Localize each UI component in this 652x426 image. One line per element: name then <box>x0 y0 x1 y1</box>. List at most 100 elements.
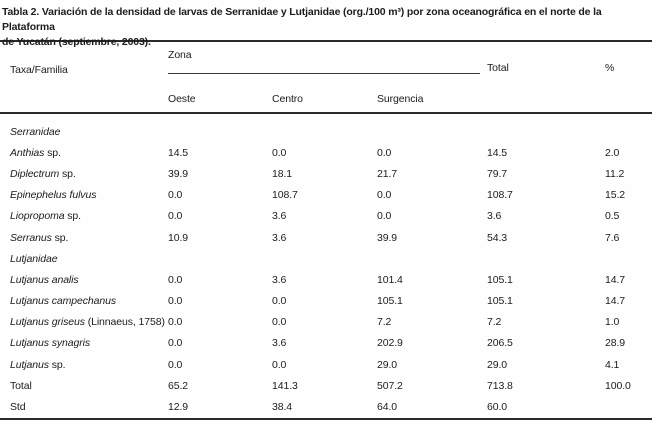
table-row: Liopropoma sp. 0.0 3.6 0.0 3.6 0.5 <box>0 206 652 227</box>
cell-taxa: Total <box>0 380 168 392</box>
cell-surgencia: 0.0 <box>377 210 392 223</box>
cell-oeste: 0.0 <box>168 316 183 329</box>
taxa-name-italic: Lutjanus <box>10 358 49 371</box>
cell-surgencia: 21.7 <box>377 167 398 180</box>
cell-oeste: 12.9 <box>168 401 189 414</box>
taxa-name-plain: sp. <box>64 210 81 223</box>
cell-oeste: 0.0 <box>168 210 183 223</box>
top-rule <box>0 40 652 42</box>
cell-centro: 18.1 <box>272 167 293 180</box>
cell-total: 105.1 <box>487 273 513 286</box>
table-row: Lutjanus analis 0.0 3.6 101.4 105.1 14.7 <box>0 269 652 290</box>
zona-group-underline <box>168 73 480 74</box>
cell-percent: 2.0 <box>605 146 620 159</box>
cell-oeste: 0.0 <box>168 189 183 202</box>
cell-taxa: Std <box>0 401 168 413</box>
cell-percent: 14.7 <box>605 295 626 308</box>
cell-taxa: Lutjanus synagris <box>0 337 168 349</box>
cell-taxa: Lutjanus analis <box>0 274 168 286</box>
cell-centro: 108.7 <box>272 189 298 202</box>
table-row: Epinephelus fulvus 0.0 108.7 0.0 108.7 1… <box>0 185 652 206</box>
cell-percent: 15.2 <box>605 189 626 202</box>
cell-surgencia: 39.9 <box>377 231 398 244</box>
table-row: Lutjanus griseus (Linnaeus, 1758) 0.0 0.… <box>0 312 652 333</box>
taxa-name-plain: sp. <box>59 167 76 180</box>
table-row: Lutjanus sp. 0.0 0.0 29.0 29.0 4.1 <box>0 354 652 375</box>
cell-taxa: Serranidae <box>0 126 168 138</box>
cell-total: 713.8 <box>487 379 513 392</box>
cell-surgencia: 0.0 <box>377 189 392 202</box>
cell-surgencia: 29.0 <box>377 358 398 371</box>
cell-surgencia: 101.4 <box>377 273 403 286</box>
taxa-name-italic: Lutjanus campechanus <box>10 295 116 308</box>
bottom-rule <box>0 418 652 420</box>
cell-oeste: 39.9 <box>168 167 189 180</box>
table-row: Diplectrum sp. 39.9 18.1 21.7 79.7 11.2 <box>0 163 652 184</box>
cell-total: 7.2 <box>487 316 502 329</box>
table-row: Total 65.2 141.3 507.2 713.8 100.0 <box>0 375 652 396</box>
table-body: Serranidae Anthias sp. 14.5 0.0 0.0 14.5… <box>0 114 652 418</box>
cell-surgencia: 7.2 <box>377 316 392 329</box>
table-row: Anthias sp. 14.5 0.0 0.0 14.5 2.0 <box>0 142 652 163</box>
table-caption: Tabla 2. Variación de la densidad de lar… <box>0 0 652 48</box>
header-zone-oeste: Oeste <box>168 93 196 105</box>
cell-taxa: Anthias sp. <box>0 147 168 159</box>
header-total: Total <box>487 62 509 74</box>
table-caption-line1: Tabla 2. Variación de la densidad de lar… <box>2 6 602 33</box>
taxa-name-plain: Total <box>10 379 32 392</box>
cell-percent: 4.1 <box>605 358 620 371</box>
table-row: Serranidae <box>0 121 652 142</box>
cell-oeste: 14.5 <box>168 146 189 159</box>
taxa-name-italic: Liopropoma <box>10 210 65 223</box>
cell-taxa: Liopropoma sp. <box>0 210 168 222</box>
cell-oeste: 0.0 <box>168 295 183 308</box>
cell-surgencia: 0.0 <box>377 146 392 159</box>
taxa-name-italic: Lutjanus griseus <box>10 316 85 329</box>
cell-surgencia: 64.0 <box>377 401 398 414</box>
table-caption-line2: de Yucatán (septiembre, 2003). <box>2 36 151 48</box>
cell-surgencia: 105.1 <box>377 295 403 308</box>
cell-centro: 3.6 <box>272 231 287 244</box>
cell-centro: 38.4 <box>272 401 293 414</box>
cell-taxa: Lutjanus sp. <box>0 359 168 371</box>
cell-oeste: 0.0 <box>168 273 183 286</box>
cell-percent: 28.9 <box>605 337 626 350</box>
cell-centro: 0.0 <box>272 295 287 308</box>
cell-surgencia: 507.2 <box>377 379 403 392</box>
taxa-name-plain: sp. <box>51 231 69 244</box>
cell-total: 108.7 <box>487 189 513 202</box>
cell-total: 29.0 <box>487 358 508 371</box>
header-zona-group: Zona <box>168 49 192 61</box>
cell-total: 14.5 <box>487 146 508 159</box>
taxa-name-italic: Lutjanus analis <box>10 273 79 286</box>
table-row: Std 12.9 38.4 64.0 60.0 <box>0 396 652 417</box>
cell-centro: 0.0 <box>272 358 287 371</box>
cell-total: 60.0 <box>487 401 508 414</box>
header-zone-centro: Centro <box>272 93 303 105</box>
cell-oeste: 10.9 <box>168 231 189 244</box>
cell-total: 105.1 <box>487 295 513 308</box>
taxa-name-italic: Lutjanidae <box>10 252 58 265</box>
cell-percent: 100.0 <box>605 379 631 392</box>
cell-taxa: Lutjanidae <box>0 253 168 265</box>
taxa-name-italic: Anthias <box>10 146 45 159</box>
taxa-name-italic: Serranus <box>10 231 52 244</box>
cell-centro: 3.6 <box>272 273 287 286</box>
taxa-name-italic: Lutjanus synagris <box>10 337 91 350</box>
header-taxa-familia: Taxa/Familia <box>10 64 68 76</box>
cell-percent: 11.2 <box>605 167 625 180</box>
table-row: Serranus sp. 10.9 3.6 39.9 54.3 7.6 <box>0 227 652 248</box>
cell-percent: 14.7 <box>605 273 626 286</box>
cell-taxa: Lutjanus campechanus <box>0 295 168 307</box>
cell-taxa: Serranus sp. <box>0 232 168 244</box>
cell-total: 79.7 <box>487 167 508 180</box>
cell-centro: 3.6 <box>272 337 287 350</box>
cell-percent: 1.0 <box>605 316 620 329</box>
cell-taxa: Epinephelus fulvus <box>0 189 168 201</box>
cell-oeste: 0.0 <box>168 358 183 371</box>
taxa-name-italic: Serranidae <box>10 125 61 138</box>
cell-centro: 0.0 <box>272 316 287 329</box>
taxa-name-italic: Diplectrum <box>10 167 60 180</box>
taxa-name-plain: Std <box>10 401 26 414</box>
taxa-name-plain: sp. <box>48 358 66 371</box>
